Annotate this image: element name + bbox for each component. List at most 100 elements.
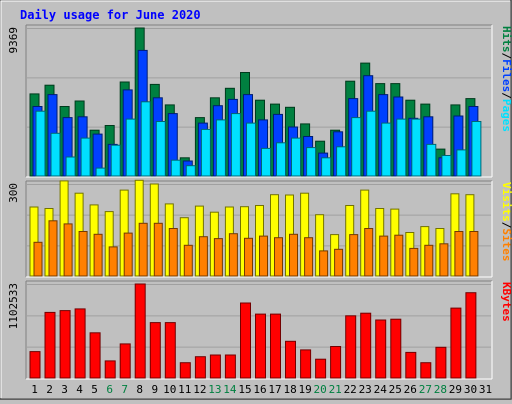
day-label-5: 5 <box>91 383 98 396</box>
day-label-11: 11 <box>178 383 191 396</box>
legend-item: Sites <box>500 228 512 261</box>
day-label-28: 28 <box>434 383 447 396</box>
day-label-24: 24 <box>374 383 388 396</box>
bar-kbytes-day-5 <box>89 332 101 379</box>
day-label-30: 30 <box>464 383 477 396</box>
bar-sites-day-29 <box>454 231 464 277</box>
bar-pages-day-6 <box>110 144 121 177</box>
series-pages <box>35 101 482 177</box>
bar-pages-day-29 <box>456 149 467 177</box>
bar-sites-day-23 <box>364 228 374 277</box>
bar-sites-day-8 <box>138 222 148 277</box>
bar-kbytes-day-2 <box>44 311 56 379</box>
bar-sites-day-11 <box>183 244 193 277</box>
bar-kbytes-day-15 <box>240 302 251 379</box>
bar-kbytes-day-19 <box>300 349 312 379</box>
bar-pages-day-11 <box>185 165 196 177</box>
y-max-label: 300 <box>7 183 20 203</box>
day-label-3: 3 <box>61 383 68 396</box>
day-label-2: 2 <box>46 383 53 396</box>
bar-sites-day-1 <box>33 241 43 277</box>
day-label-26: 26 <box>404 383 417 396</box>
day-label-7: 7 <box>121 383 128 396</box>
day-label-8: 8 <box>136 383 143 396</box>
bar-sites-day-10 <box>168 228 178 277</box>
bar-kbytes-day-14 <box>224 354 236 379</box>
bar-kbytes-day-16 <box>255 313 266 379</box>
bar-sites-day-17 <box>274 237 283 277</box>
bar-kbytes-day-18 <box>285 340 296 379</box>
bar-kbytes-day-17 <box>270 313 281 379</box>
legend-item: Visits <box>500 182 512 222</box>
bar-sites-day-13 <box>213 238 223 277</box>
bar-kbytes-day-27 <box>420 362 432 379</box>
bar-pages-day-17 <box>276 142 286 177</box>
bar-pages-day-28 <box>441 155 452 177</box>
bar-pages-day-3 <box>65 156 76 177</box>
bar-sites-day-3 <box>63 223 73 277</box>
bar-pages-day-22 <box>351 117 362 177</box>
bar-pages-day-1 <box>35 110 46 177</box>
bar-sites-day-27 <box>424 244 434 277</box>
bar-pages-day-24 <box>381 122 392 177</box>
bar-pages-day-4 <box>80 137 91 177</box>
bar-pages-day-12 <box>200 128 211 177</box>
bar-kbytes-day-11 <box>179 362 191 379</box>
y-max-label: 1102533 <box>7 283 20 329</box>
bar-kbytes-day-4 <box>74 308 86 379</box>
bar-kbytes-day-13 <box>209 354 221 379</box>
bar-pages-day-26 <box>411 118 422 177</box>
day-label-19: 19 <box>298 383 311 396</box>
bar-kbytes-day-8 <box>134 283 146 379</box>
bar-sites-day-20 <box>319 250 329 277</box>
bar-kbytes-day-28 <box>435 346 447 379</box>
bar-pages-day-21 <box>336 146 347 177</box>
bar-kbytes-day-29 <box>450 307 462 379</box>
chart-title: Daily usage for June 2020 <box>20 8 201 22</box>
bar-pages-day-7 <box>125 118 136 177</box>
panel-legend: Visits/Sites <box>500 182 512 262</box>
bar-sites-day-5 <box>93 233 103 277</box>
bar-pages-day-14 <box>230 113 241 177</box>
legend-item: / <box>500 222 512 229</box>
bar-kbytes-day-12 <box>194 356 206 379</box>
day-label-10: 10 <box>163 383 176 396</box>
day-label-12: 12 <box>193 383 206 396</box>
bar-pages-day-5 <box>95 167 106 177</box>
bar-kbytes-day-1 <box>29 351 41 379</box>
day-label-29: 29 <box>449 383 462 396</box>
bar-kbytes-day-26 <box>405 351 417 379</box>
bar-kbytes-day-10 <box>164 322 176 379</box>
day-label-25: 25 <box>389 383 402 396</box>
panel-visits-sites: 300 Visits/Sites <box>7 179 512 278</box>
bar-sites-day-9 <box>153 222 163 277</box>
bar-pages-day-13 <box>215 119 226 177</box>
bar-sites-day-24 <box>379 235 389 277</box>
bar-kbytes-day-22 <box>345 315 357 379</box>
bar-sites-day-15 <box>244 237 253 277</box>
bar-sites-day-21 <box>334 248 344 277</box>
day-label-21: 21 <box>329 383 342 396</box>
bar-sites-day-16 <box>259 235 268 277</box>
day-label-31: 31 <box>479 383 492 396</box>
day-label-14: 14 <box>223 383 237 396</box>
legend-item: KBytes <box>500 282 512 322</box>
bar-sites-day-18 <box>289 233 298 277</box>
bar-kbytes-day-24 <box>375 319 387 379</box>
bar-pages-day-27 <box>426 143 437 177</box>
bar-sites-day-6 <box>108 246 118 277</box>
bar-pages-day-19 <box>306 147 317 177</box>
legend-item: / <box>500 53 512 60</box>
bar-kbytes-day-21 <box>330 346 342 379</box>
panel-legend: KBytes <box>500 282 512 322</box>
y-max-label: 9369 <box>7 27 20 54</box>
legend-item: Files <box>500 59 512 92</box>
bar-sites-day-4 <box>78 231 88 277</box>
bar-sites-day-25 <box>394 234 404 277</box>
day-label-16: 16 <box>253 383 266 396</box>
bar-pages-day-8 <box>140 101 151 177</box>
series-sites <box>33 220 479 277</box>
bar-pages-day-18 <box>291 137 301 177</box>
series-kbytes <box>29 283 477 379</box>
